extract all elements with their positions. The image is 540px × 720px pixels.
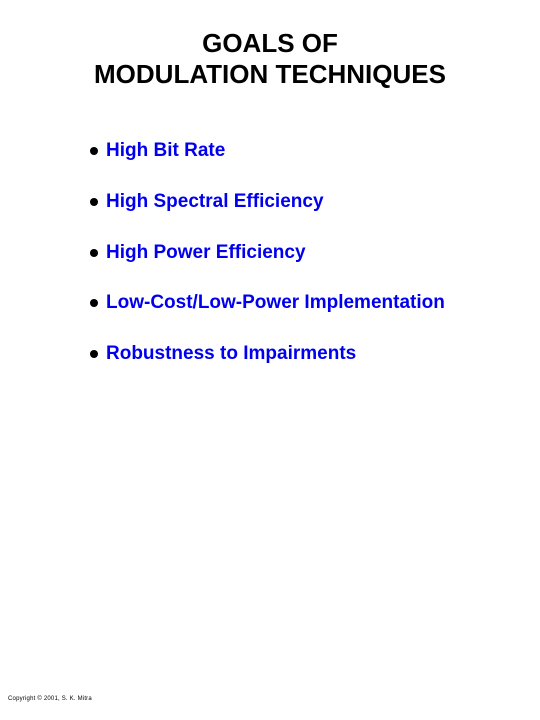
bullet-icon [90,147,98,155]
list-item: High Spectral Efficiency [90,191,500,214]
list-item: High Power Efficiency [90,242,500,265]
list-item: Low-Cost/Low-Power Implementation [90,292,500,315]
bullet-icon [90,249,98,257]
list-item: Robustness to Impairments [90,343,500,366]
bullet-text: Low-Cost/Low-Power Implementation [106,292,445,315]
bullet-text: High Bit Rate [106,140,225,163]
slide: GOALS OF MODULATION TECHNIQUES High Bit … [0,0,540,720]
title-line-1: GOALS OF [202,28,338,58]
bullet-text: High Power Efficiency [106,242,306,265]
title-line-2: MODULATION TECHNIQUES [94,59,446,89]
bullet-list: High Bit Rate High Spectral Efficiency H… [90,140,500,394]
bullet-icon [90,198,98,206]
bullet-icon [90,350,98,358]
bullet-icon [90,299,98,307]
bullet-text: Robustness to Impairments [106,343,356,366]
slide-title: GOALS OF MODULATION TECHNIQUES [0,28,540,90]
list-item: High Bit Rate [90,140,500,163]
bullet-text: High Spectral Efficiency [106,191,324,214]
footer-text: Copyright © 2001, S. K. Mitra [8,696,92,702]
